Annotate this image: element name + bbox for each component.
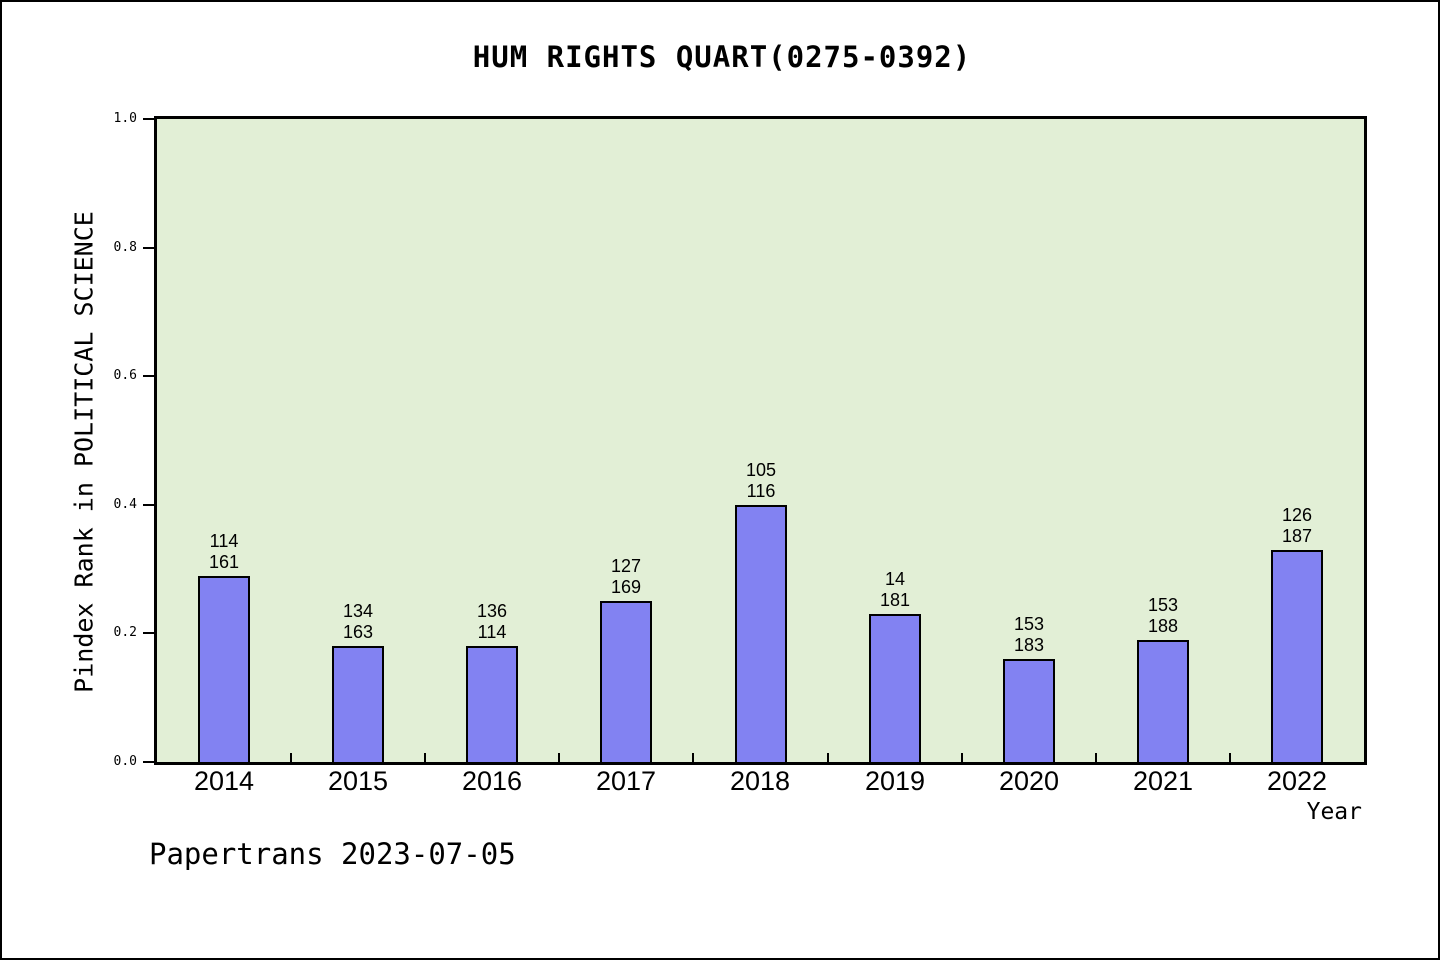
x-axis-tick xyxy=(1229,753,1231,762)
bar-2022 xyxy=(1271,550,1323,762)
y-tick-label-0.6: 0.6 xyxy=(113,368,137,383)
x-tick-label-2014: 2014 xyxy=(193,766,255,796)
x-tick-label-2018: 2018 xyxy=(729,766,791,796)
watermark-text: Papertrans 2023-07-05 xyxy=(149,837,516,871)
bar-2018 xyxy=(735,505,787,762)
x-axis-tick xyxy=(1095,753,1097,762)
y-tick-label-0.0: 0.0 xyxy=(113,754,137,769)
bar-value-label-2014: 114 161 xyxy=(208,531,240,572)
bar-value-label-2021: 153 188 xyxy=(1147,595,1179,636)
bar-2014 xyxy=(198,576,250,762)
x-tick-label-2019: 2019 xyxy=(864,766,926,796)
bar-2019 xyxy=(869,614,921,762)
y-axis-tick xyxy=(143,247,154,249)
x-axis-tick xyxy=(558,753,560,762)
x-tick-label-2021: 2021 xyxy=(1132,766,1194,796)
bar-value-label-2022: 126 187 xyxy=(1281,505,1313,546)
bar-2021 xyxy=(1137,640,1189,762)
y-axis-label: Pindex Rank in POLITICAL SCIENCE xyxy=(69,211,99,693)
bar-value-label-2020: 153 183 xyxy=(1013,614,1045,655)
x-axis-tick xyxy=(424,753,426,762)
x-axis-tick xyxy=(692,753,694,762)
plot-area: 114 161 134 163 136 114 127 169 105 116 14 18… xyxy=(154,116,1367,765)
y-axis-tick xyxy=(143,504,154,506)
bar-2016 xyxy=(466,646,518,762)
y-tick-label-0.2: 0.2 xyxy=(113,625,137,640)
y-axis-tick xyxy=(143,375,154,377)
bar-value-label-2018: 105 116 xyxy=(745,460,777,501)
x-axis-label: Year xyxy=(1306,799,1362,825)
y-tick-label-0.4: 0.4 xyxy=(113,497,137,512)
x-tick-label-2015: 2015 xyxy=(327,766,389,796)
y-axis-tick xyxy=(143,761,154,763)
x-tick-label-2020: 2020 xyxy=(998,766,1060,796)
bar-2017 xyxy=(600,601,652,762)
bar-2020 xyxy=(1003,659,1055,762)
bar-2015 xyxy=(332,646,384,762)
x-tick-label-2016: 2016 xyxy=(461,766,523,796)
bar-value-label-2017: 127 169 xyxy=(610,556,642,597)
y-axis-tick xyxy=(143,632,154,634)
x-axis-tick xyxy=(827,753,829,762)
bar-value-label-2015: 134 163 xyxy=(342,601,374,642)
x-axis-tick xyxy=(290,753,292,762)
y-tick-label-1.0: 1.0 xyxy=(113,111,137,126)
x-tick-label-2022: 2022 xyxy=(1266,766,1328,796)
y-tick-label-0.8: 0.8 xyxy=(113,240,137,255)
y-axis-tick xyxy=(143,118,154,120)
chart-title: HUM RIGHTS QUART(0275-0392) xyxy=(472,40,972,74)
bar-value-label-2019: 14 181 xyxy=(879,569,911,610)
x-tick-label-2017: 2017 xyxy=(595,766,657,796)
bar-value-label-2016: 136 114 xyxy=(476,601,508,642)
x-axis-tick xyxy=(961,753,963,762)
